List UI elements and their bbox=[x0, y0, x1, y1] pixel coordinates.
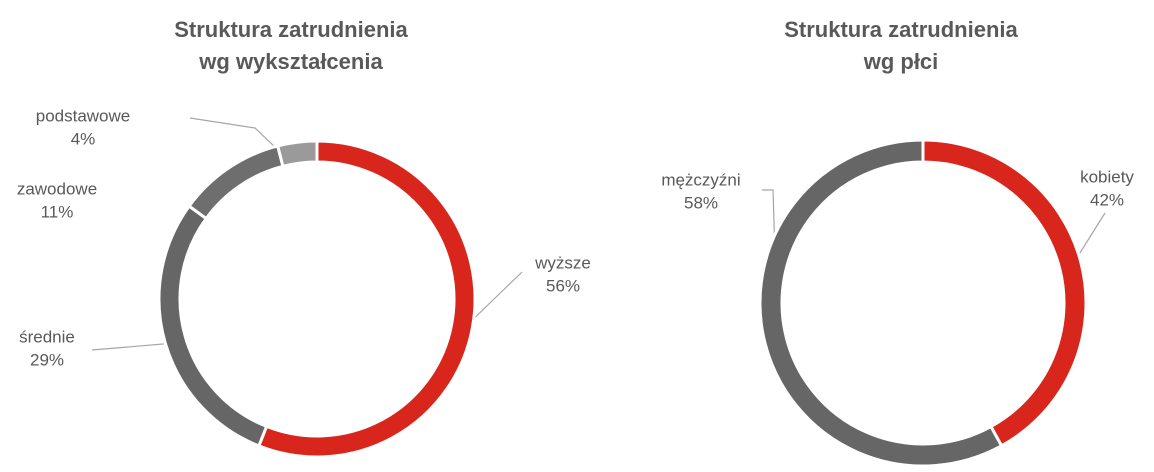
value-label: 29% bbox=[30, 350, 64, 369]
category-label: kobiety bbox=[1080, 167, 1134, 186]
donut-segment bbox=[758, 138, 1004, 468]
leader-line bbox=[91, 342, 176, 351]
donut-segment bbox=[275, 139, 319, 169]
value-label: 56% bbox=[546, 276, 580, 295]
chart-title: Struktura zatrudnienia wg wykształcenia bbox=[174, 17, 408, 74]
category-label: zawodowe bbox=[17, 179, 97, 198]
value-label: 4% bbox=[71, 129, 96, 148]
category-label: wyższe bbox=[534, 253, 591, 272]
category-label: podstawowe bbox=[36, 106, 131, 125]
donut-segment bbox=[187, 144, 285, 221]
category-label: średnie bbox=[19, 327, 75, 346]
leader-line bbox=[189, 117, 278, 150]
donut-segment bbox=[921, 138, 1088, 448]
donut-segment bbox=[157, 204, 269, 448]
category-label: mężczyźni bbox=[661, 170, 740, 189]
value-label: 11% bbox=[41, 202, 74, 221]
value-label: 42% bbox=[1090, 190, 1124, 209]
donut-segment bbox=[256, 139, 477, 459]
chart-title: Struktura zatrudnienia wg płci bbox=[784, 17, 1018, 74]
value-label: 58% bbox=[684, 193, 718, 212]
